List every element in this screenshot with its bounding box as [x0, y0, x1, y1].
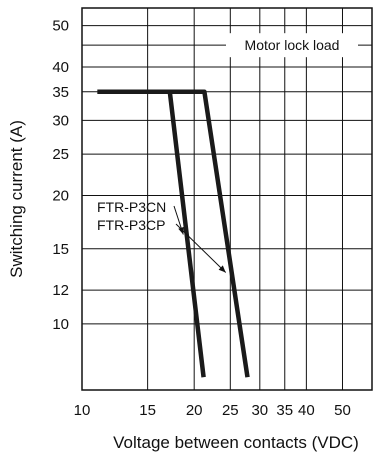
- series-line-ftr-p3cn: [97, 89, 206, 378]
- x-tick-label: 10: [74, 402, 91, 419]
- y-tick-label: 30: [52, 112, 69, 129]
- y-tick-label: 35: [52, 84, 69, 101]
- y-tick-label: 40: [52, 59, 69, 76]
- x-tick-label: 50: [334, 402, 351, 419]
- y-tick-label: 10: [52, 316, 69, 333]
- series-lines: [97, 89, 250, 378]
- x-tick-label: 30: [251, 402, 268, 419]
- leader-arrowhead: [218, 265, 226, 273]
- x-axis-ticks: 10 15 20 25 30 35 40 50: [74, 402, 351, 419]
- y-tick-label: 50: [52, 18, 69, 35]
- series-label-ftr-p3cn: FTR-P3CN: [97, 199, 166, 215]
- y-axis-label: Switching current (A): [7, 120, 26, 278]
- annotation-background: [226, 33, 358, 58]
- x-tick-label: 35: [276, 402, 293, 419]
- y-tick-label: 25: [52, 146, 69, 163]
- annotations: Motor lock load: [226, 33, 358, 58]
- leader-arrowhead: [178, 226, 184, 235]
- y-tick-label: 12: [52, 282, 69, 299]
- y-axis-ticks: 10 12 15 20 25 30 35 40 50: [52, 18, 69, 333]
- x-tick-label: 20: [186, 402, 203, 419]
- series-label-ftr-p3cp: FTR-P3CP: [97, 217, 165, 233]
- y-tick-label: 15: [52, 241, 69, 258]
- x-tick-label: 15: [139, 402, 156, 419]
- series-label-leaders: FTR-P3CN FTR-P3CP: [97, 199, 227, 273]
- x-tick-label: 25: [222, 402, 239, 419]
- y-tick-label: 20: [52, 187, 69, 204]
- plot-frame: [81, 7, 373, 391]
- motor-lock-load-label: Motor lock load: [245, 37, 340, 53]
- x-axis-label: Voltage between contacts (VDC): [113, 433, 359, 452]
- leader-line: [175, 223, 227, 273]
- x-tick-label: 40: [298, 402, 315, 419]
- series-line-ftr-p3cp: [97, 89, 250, 378]
